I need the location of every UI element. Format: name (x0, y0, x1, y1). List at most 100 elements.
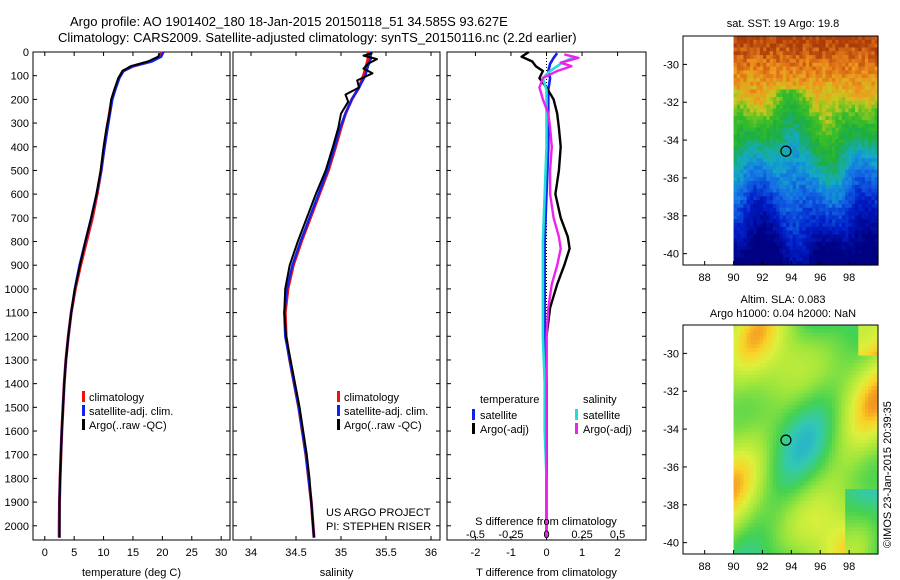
heatmap-cell (766, 408, 771, 414)
heatmap-cell (766, 226, 771, 232)
heatmap-cell (753, 351, 758, 357)
heatmap-cell (753, 47, 758, 52)
heatmap-cell (818, 496, 823, 502)
heatmap-cell (743, 211, 748, 216)
heatmap-cell (825, 36, 830, 41)
heatmap-cell (792, 74, 797, 79)
heatmap-cell (845, 462, 850, 467)
heatmap-cell (753, 181, 758, 186)
heatmap-cell (845, 412, 850, 418)
heatmap-cell (786, 257, 790, 262)
heatmap-cell (825, 412, 830, 418)
heatmap-cell (740, 347, 744, 353)
heatmap-cell (763, 97, 767, 102)
legend-swatch (82, 391, 85, 402)
heatmap-cell (835, 139, 840, 144)
heatmap-cell (848, 215, 853, 220)
heatmap-cell (772, 104, 777, 110)
heatmap-cell (756, 184, 761, 190)
heatmap-cell (818, 489, 823, 494)
heatmap-cell (848, 131, 853, 136)
heatmap-cell (799, 211, 804, 216)
heatmap-cell (740, 340, 744, 345)
heatmap-cell (759, 382, 764, 387)
heatmap-cell (835, 466, 840, 471)
heatmap-cell (779, 340, 784, 345)
heatmap-cell (799, 146, 804, 152)
heatmap-cell (736, 89, 741, 94)
heatmap-cell (871, 393, 876, 399)
heatmap-cell (786, 462, 790, 467)
heatmap-cell (782, 485, 787, 490)
heatmap-cell (792, 412, 797, 418)
heatmap-cell (822, 74, 827, 79)
heatmap-cell (789, 58, 794, 64)
heatmap-cell (736, 150, 741, 155)
heatmap-cell (861, 420, 866, 425)
heatmap-cell (776, 450, 781, 456)
heatmap-cell (838, 223, 843, 228)
heatmap-cell (746, 450, 751, 456)
heatmap-cell (855, 36, 859, 41)
heatmap-cell (769, 150, 774, 155)
heatmap-cell (733, 473, 738, 479)
heatmap-cell (763, 450, 767, 456)
heatmap-cell (789, 66, 794, 71)
heatmap-cell (828, 77, 833, 83)
heatmap-cell (746, 47, 751, 52)
heatmap-cell (815, 211, 820, 216)
heatmap-cell (805, 363, 810, 368)
heatmap-cell (779, 363, 784, 368)
heatmap-cell (733, 62, 738, 68)
heatmap-cell (805, 328, 810, 334)
heatmap-cell (766, 454, 771, 460)
heatmap-cell (763, 359, 767, 364)
heatmap-cell (855, 477, 859, 483)
heatmap-cell (746, 112, 751, 117)
heatmap-cell (809, 196, 813, 201)
heatmap-cell (779, 47, 784, 52)
heatmap-cell (786, 408, 790, 414)
heatmap-cell (845, 139, 850, 144)
heatmap-cell (776, 43, 781, 49)
heatmap-cell (855, 347, 859, 353)
heatmap-cell (835, 359, 840, 364)
heatmap-cell (736, 328, 741, 334)
heatmap-cell (740, 249, 744, 255)
heatmap-cell (749, 500, 754, 505)
heatmap-cell (805, 443, 810, 448)
heatmap-cell (786, 470, 790, 475)
heatmap-cell (868, 249, 873, 255)
heatmap-cell (815, 165, 820, 171)
heatmap-cell (828, 58, 833, 64)
heatmap-cell (763, 234, 767, 239)
heatmap-cell (868, 389, 873, 395)
heatmap-cell (736, 249, 741, 255)
heatmap-cell (789, 443, 794, 448)
heatmap-cell (818, 184, 823, 190)
heatmap-cell (736, 420, 741, 425)
heatmap-cell (815, 85, 820, 91)
heatmap-cell (855, 363, 859, 368)
heatmap-cell (832, 188, 836, 194)
heatmap-cell (825, 489, 830, 494)
heatmap-cell (756, 146, 761, 152)
heatmap-cell (736, 158, 741, 163)
heatmap-cell (772, 253, 777, 258)
heatmap-cell (805, 389, 810, 395)
heatmap-cell (838, 108, 843, 113)
heatmap-cell (763, 188, 767, 194)
heatmap-cell (864, 211, 869, 216)
heatmap-cell (769, 36, 774, 41)
heatmap-cell (851, 416, 856, 422)
heatmap-cell (815, 93, 820, 98)
heatmap-cell (861, 366, 866, 372)
heatmap-cell (740, 58, 744, 64)
heatmap-cell (825, 359, 830, 364)
heatmap-cell (763, 408, 767, 414)
heatmap-cell (858, 496, 863, 502)
heatmap-cell (832, 397, 836, 402)
heatmap-cell (782, 424, 787, 429)
heatmap-cell (799, 408, 804, 414)
heatmap-cell (795, 485, 800, 490)
